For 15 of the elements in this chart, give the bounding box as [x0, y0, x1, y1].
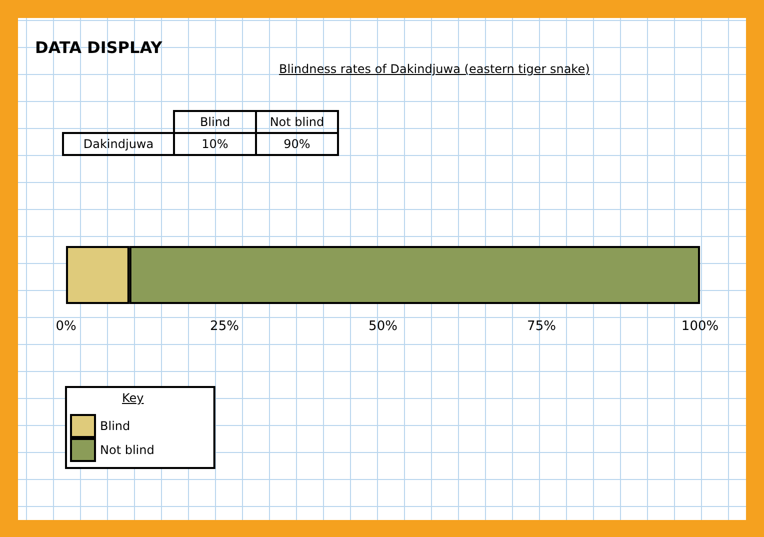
x-tick-label: 0% — [56, 319, 76, 334]
text: Blind — [200, 115, 230, 129]
text: Not blind — [270, 115, 324, 129]
text: 90% — [256, 133, 338, 155]
chart-title: DATA DISPLAY — [35, 38, 162, 57]
x-tick-label: 75% — [527, 319, 556, 334]
legend-label: Not blind — [100, 443, 154, 457]
text: Dakindjuwa — [63, 133, 174, 155]
text: 10% — [174, 133, 256, 155]
chart-subtitle: Blindness rates of Dakindjuwa (eastern tiger snake) — [279, 62, 590, 76]
x-tick-label: 50% — [368, 319, 398, 334]
legend-label: Blind — [100, 419, 130, 433]
x-tick-label: 25% — [210, 319, 239, 334]
x-tick-label: 100% — [681, 319, 719, 334]
legend-title: Key — [122, 391, 144, 405]
